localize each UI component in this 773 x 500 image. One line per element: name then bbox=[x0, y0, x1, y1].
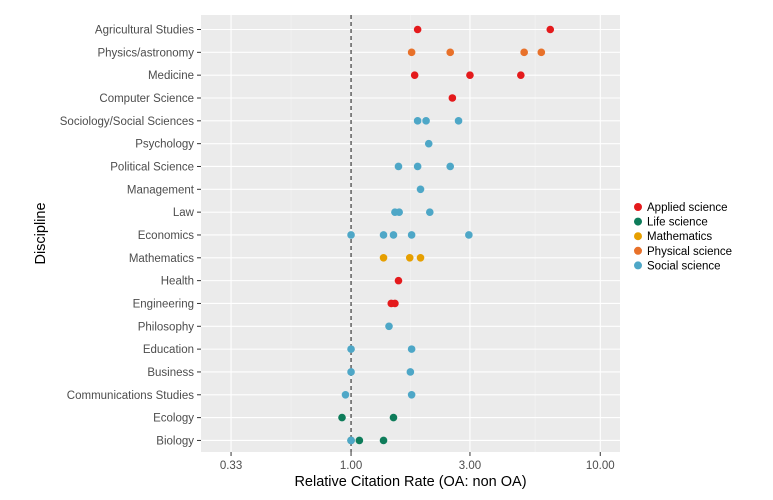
data-point bbox=[389, 231, 398, 239]
data-point bbox=[424, 139, 433, 148]
data-point bbox=[446, 48, 455, 57]
data-point bbox=[422, 117, 430, 125]
y-tick-label: Law bbox=[173, 207, 195, 219]
data-point bbox=[406, 368, 415, 376]
data-point bbox=[355, 436, 364, 445]
data-point bbox=[454, 117, 463, 125]
legend-label: Life science bbox=[647, 217, 708, 229]
data-point bbox=[341, 390, 350, 399]
data-point bbox=[546, 25, 555, 34]
data-point bbox=[379, 253, 388, 262]
legend-label: Social science bbox=[647, 260, 721, 272]
legend-label: Physical science bbox=[647, 246, 732, 258]
legend-marker bbox=[634, 217, 642, 226]
y-tick-label: Health bbox=[161, 276, 194, 288]
data-point bbox=[391, 299, 399, 308]
data-point bbox=[347, 345, 355, 353]
y-tick-label: Mathematics bbox=[129, 253, 194, 265]
x-tick-label: 0.33 bbox=[220, 460, 242, 472]
data-point bbox=[385, 322, 393, 331]
y-tick-label: Economics bbox=[138, 230, 194, 242]
legend-marker bbox=[634, 203, 642, 211]
data-point bbox=[338, 413, 346, 422]
legend-marker bbox=[634, 261, 642, 270]
y-axis-title: Discipline bbox=[33, 202, 49, 264]
data-point bbox=[407, 48, 416, 57]
y-tick-label: Sociology/Social Sciences bbox=[60, 116, 194, 128]
y-axis-ticks: Agricultural Studies Physics/astronomy Med… bbox=[60, 25, 201, 447]
data-point bbox=[446, 162, 455, 171]
x-axis-title: Relative Citation Rate (OA: non OA) bbox=[294, 474, 526, 490]
data-point bbox=[407, 345, 416, 353]
y-tick-label: Agricultural Studies bbox=[95, 25, 194, 37]
data-point bbox=[425, 208, 434, 216]
data-point bbox=[405, 253, 414, 262]
data-point bbox=[448, 94, 457, 102]
data-points bbox=[338, 25, 555, 445]
data-point bbox=[347, 368, 355, 376]
y-tick-label: Psychology bbox=[135, 139, 194, 151]
x-axis-ticks: 0.33 1.00 3.00 10.00 bbox=[220, 452, 615, 472]
data-point bbox=[413, 117, 422, 125]
y-tick-label: Education bbox=[143, 344, 194, 356]
legend-marker bbox=[634, 246, 642, 255]
data-point bbox=[410, 71, 419, 79]
legend-label: Applied science bbox=[647, 202, 728, 214]
data-point bbox=[347, 436, 355, 445]
data-point bbox=[537, 48, 546, 57]
data-point bbox=[407, 390, 416, 399]
x-tick-label: 1.00 bbox=[340, 460, 362, 472]
data-point bbox=[379, 436, 388, 445]
data-point bbox=[347, 231, 355, 239]
y-tick-label: Business bbox=[147, 367, 194, 379]
data-point bbox=[413, 25, 422, 34]
legend-marker bbox=[634, 232, 642, 241]
data-point bbox=[520, 48, 528, 57]
y-tick-label: Political Science bbox=[110, 161, 194, 173]
data-point bbox=[379, 231, 388, 239]
y-tick-label: Physics/astronomy bbox=[97, 47, 194, 59]
legend-label: Mathematics bbox=[647, 231, 712, 243]
y-tick-label: Medicine bbox=[148, 70, 194, 82]
x-tick-label: 3.00 bbox=[459, 460, 481, 472]
x-tick-label: 10.00 bbox=[586, 460, 615, 472]
y-tick-label: Computer Science bbox=[99, 93, 194, 105]
data-point bbox=[517, 71, 525, 79]
y-tick-label: Communications Studies bbox=[67, 390, 194, 402]
data-point bbox=[394, 276, 403, 285]
y-tick-label: Biology bbox=[156, 435, 194, 447]
data-point bbox=[394, 162, 403, 171]
legend: Applied science Life science Mathematics Ph… bbox=[634, 202, 732, 272]
data-point bbox=[416, 253, 425, 262]
y-tick-label: Management bbox=[127, 184, 195, 196]
data-point bbox=[416, 185, 425, 194]
data-point bbox=[407, 231, 416, 239]
data-point bbox=[395, 208, 403, 216]
y-tick-label: Ecology bbox=[153, 413, 194, 425]
data-point bbox=[389, 413, 398, 422]
data-point bbox=[413, 162, 422, 171]
y-tick-label: Philosophy bbox=[138, 321, 195, 333]
y-tick-label: Engineering bbox=[133, 298, 194, 310]
data-point bbox=[466, 71, 474, 79]
data-point bbox=[465, 231, 473, 239]
